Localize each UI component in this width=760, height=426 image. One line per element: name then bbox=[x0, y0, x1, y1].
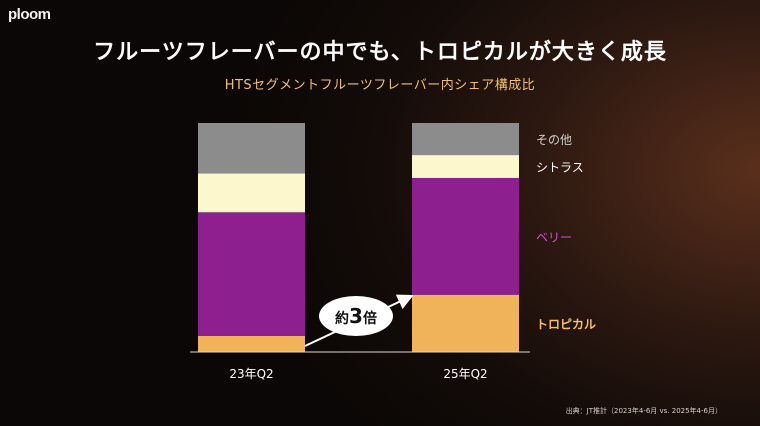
source-note: 出典：JT推計（2023年4-6月 vs. 2025年4-6月） bbox=[565, 407, 722, 415]
bar-segment-1-1 bbox=[198, 335, 305, 352]
bar-segment-1-4 bbox=[198, 123, 305, 174]
growth-callout-text: 約3倍 bbox=[335, 304, 377, 328]
bar-segment-2-2 bbox=[412, 177, 519, 295]
legend-label-3: シトラス bbox=[536, 161, 584, 175]
bar-segment-1-3 bbox=[198, 173, 305, 213]
bar-segment-2-1 bbox=[412, 294, 519, 352]
legend-label-1: トロピカル bbox=[536, 317, 596, 331]
legend-label-2: ベリー bbox=[536, 230, 572, 244]
chart-subtitle: HTSセグメントフルーツフレーバー内シェア構成比 bbox=[224, 78, 536, 93]
brand-logo: ploom bbox=[8, 6, 51, 23]
x-tick-label-2: 25年Q2 bbox=[443, 367, 487, 381]
legend-label-4: その他 bbox=[536, 133, 572, 147]
bar-segment-2-4 bbox=[412, 123, 519, 156]
x-tick-label-1: 23年Q2 bbox=[229, 367, 273, 381]
bar-segment-2-3 bbox=[412, 155, 519, 178]
growth-callout-bubble bbox=[319, 296, 393, 336]
page-title: フルーツフレーバーの中でも、トロピカルが大きく成長 bbox=[93, 40, 667, 65]
bar-segment-1-2 bbox=[198, 212, 305, 336]
